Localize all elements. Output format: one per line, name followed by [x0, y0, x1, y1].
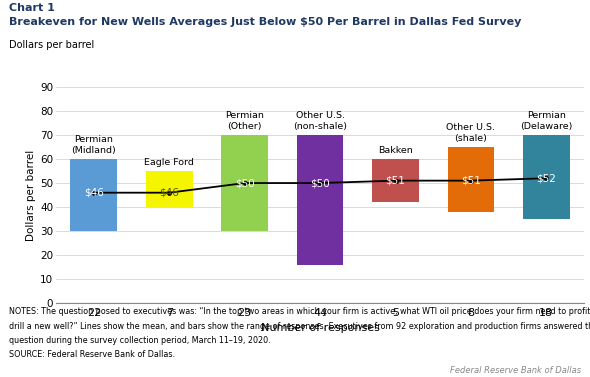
- Text: Dollars per barrel: Dollars per barrel: [9, 40, 94, 50]
- Text: $46: $46: [84, 188, 104, 198]
- X-axis label: Number of responses: Number of responses: [261, 323, 379, 333]
- Text: drill a new well?” Lines show the mean, and bars show the range of responses. Ex: drill a new well?” Lines show the mean, …: [9, 322, 590, 331]
- Text: Permian
(Other): Permian (Other): [225, 111, 264, 131]
- Bar: [70, 159, 117, 231]
- Text: Permian
(Midland): Permian (Midland): [71, 135, 116, 155]
- Bar: [221, 135, 268, 231]
- Text: Eagle Ford: Eagle Ford: [145, 158, 194, 167]
- Bar: [146, 171, 192, 207]
- Text: $50: $50: [235, 178, 254, 188]
- Bar: [523, 135, 570, 219]
- Text: $50: $50: [310, 178, 330, 188]
- Text: $46: $46: [159, 188, 179, 198]
- Text: Other U.S.
(shale): Other U.S. (shale): [447, 123, 496, 143]
- Text: Permian
(Delaware): Permian (Delaware): [520, 111, 572, 131]
- Bar: [297, 135, 343, 265]
- Text: $51: $51: [386, 176, 405, 185]
- Y-axis label: Dollars per barrel: Dollars per barrel: [26, 149, 36, 241]
- Text: $52: $52: [536, 173, 556, 183]
- Text: question during the survey collection period, March 11–19, 2020.: question during the survey collection pe…: [9, 336, 270, 345]
- Text: Other U.S.
(non-shale): Other U.S. (non-shale): [293, 111, 347, 131]
- Text: Chart 1: Chart 1: [9, 3, 55, 13]
- Bar: [448, 147, 494, 212]
- Bar: [372, 159, 419, 202]
- Text: $51: $51: [461, 176, 481, 185]
- Text: NOTES: The question posed to executives was: “In the top two areas in which your: NOTES: The question posed to executives …: [9, 307, 590, 316]
- Text: SOURCE: Federal Reserve Bank of Dallas.: SOURCE: Federal Reserve Bank of Dallas.: [9, 350, 175, 359]
- Text: Bakken: Bakken: [378, 146, 413, 155]
- Text: Breakeven for New Wells Averages Just Below $50 Per Barrel in Dallas Fed Survey: Breakeven for New Wells Averages Just Be…: [9, 17, 521, 27]
- Text: Federal Reserve Bank of Dallas: Federal Reserve Bank of Dallas: [450, 366, 581, 375]
